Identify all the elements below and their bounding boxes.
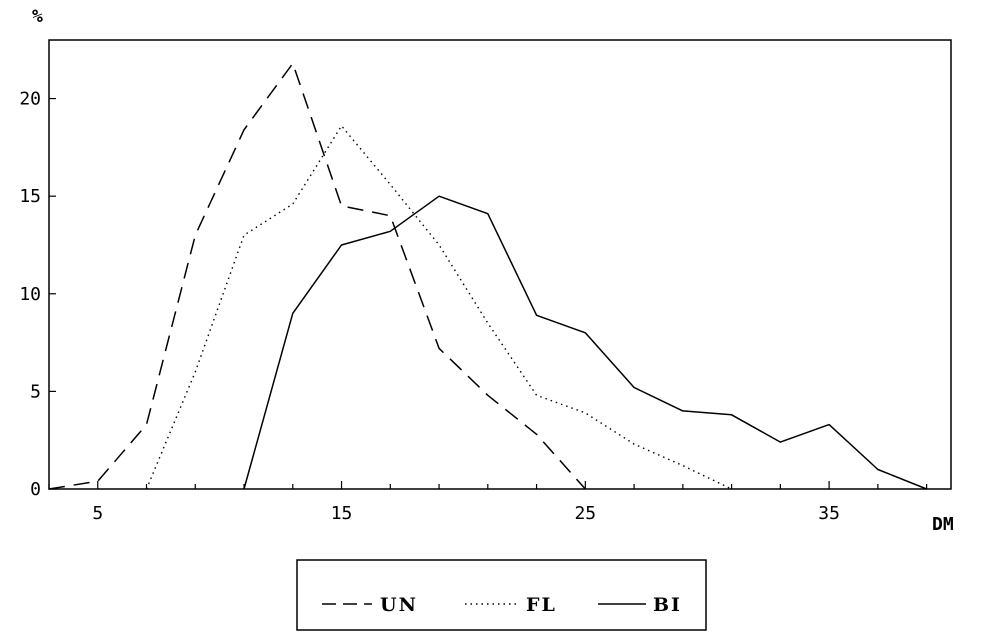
series-line-fl [145, 125, 732, 490]
x-tick-label: 25 [574, 503, 596, 524]
x-tick-label: 15 [331, 503, 353, 524]
x-tick-label: 35 [818, 503, 840, 524]
legend-box [296, 559, 707, 631]
y-tick-label: 10 [19, 284, 41, 305]
series-layer [48, 62, 927, 490]
series-line-bi [243, 195, 927, 490]
x-axis-ticks: 5 15 25 35 [48, 481, 928, 524]
y-tick-label: 20 [19, 89, 41, 110]
legend-label-bi: BI [653, 594, 682, 616]
x-axis-title: DM [932, 514, 954, 535]
x-tick-label: 5 [92, 503, 103, 524]
legend-label-fl: FL [526, 594, 557, 616]
y-tick-label: 15 [19, 186, 41, 207]
legend-label-un: UN [380, 594, 418, 616]
series-line-un [48, 62, 586, 490]
plot-area-frame [48, 39, 952, 490]
y-tick-label: 0 [30, 479, 41, 500]
y-axis-ticks: 0 5 10 15 20 [19, 89, 56, 500]
y-axis-title: % [32, 6, 43, 27]
y-tick-label: 5 [30, 381, 41, 402]
legend: UN FL BI [296, 559, 707, 631]
